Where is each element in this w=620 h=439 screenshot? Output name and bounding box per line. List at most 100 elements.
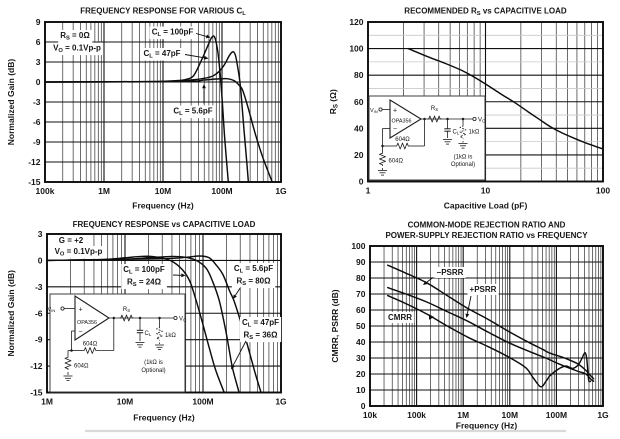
annotation-bg [121, 264, 167, 290]
annotation: CL​ = 5.6pF [171, 105, 215, 119]
annotation-arrow [234, 287, 241, 296]
inset-label-plus: + [78, 307, 82, 314]
annotation: G = +2 [56, 235, 86, 246]
y-tick-label: -3 [35, 282, 43, 292]
annotation-arrowhead [205, 34, 211, 39]
annotation-text: RS​ = 80Ω [236, 277, 271, 288]
annotation-text: CL​ = 5.6pF [234, 264, 273, 275]
inset-box [368, 95, 486, 181]
plot-frame [367, 21, 604, 183]
annotation-bg [386, 312, 415, 323]
inset-label-rl: 1kΩ [165, 333, 176, 339]
annotation-bg [467, 284, 499, 295]
x-tick-label: 100M [192, 397, 213, 407]
inset-label-rl: 1kΩ [469, 130, 480, 136]
y-tick-label: 30 [356, 353, 366, 363]
y-tick-label: 0 [361, 401, 366, 411]
series [407, 47, 604, 150]
inset-label-cl: CL​ [145, 331, 152, 337]
series [44, 35, 273, 183]
y-tick-label: 100 [351, 241, 365, 251]
chart-title: POWER-SUPPLY REJECTION RATIO vs FREQUENC… [385, 231, 588, 240]
curve--psrr [386, 264, 595, 380]
chart-title: RECOMMENDED RS​ vs CAPACITIVE LOAD [404, 7, 567, 18]
opamp-triangle [74, 294, 111, 342]
axis-labels: 1 10 100 120 100 80 60 40 20 0 Capacitive Load (pF… [328, 7, 610, 211]
y-tick-label: 40 [354, 123, 364, 133]
cmrr-pointer-marker [429, 314, 434, 320]
y-axis-title: Normalized Gain (dB) [6, 59, 16, 146]
x-tick-label: 100 [596, 186, 610, 196]
curve-cl-5-6pf-rs-80- [46, 255, 262, 394]
x-tick-label: 10 [481, 186, 491, 196]
inset-label-plus: + [393, 108, 397, 115]
inset-label-rg: 604Ω [389, 159, 404, 165]
curve-cmrr [386, 294, 592, 388]
inset-label-rf: 604Ω [83, 342, 98, 348]
x-tick-label: 1M [457, 410, 469, 420]
resistor-icon [64, 356, 72, 370]
axis-labels: 1M 10M 100M 1G 3 0 -3 -6 -9 -12 -15 Frequency (Hz) N… [6, 220, 287, 423]
annotation-bg [434, 267, 466, 278]
resistor-icon [395, 142, 410, 150]
annotation-text: CL​ = 100pF [152, 28, 194, 39]
chart-cmrr-psrr-vs-frequency: 10k 100k 1M 10M 100M 1G1009080706050403020100… [330, 221, 609, 431]
curve-cl-47pf [44, 51, 250, 183]
annotation-text: CL​ = 47pF [242, 318, 279, 329]
inset-label-rs: RS​ [123, 307, 130, 313]
chart-title: FREQUENCY RESPONSE FOR VARIOUS CL​ [80, 7, 246, 18]
y-tick-label: 80 [356, 273, 366, 283]
y-tick-label: -9 [33, 137, 41, 147]
x-tick-label: 100M [546, 410, 567, 420]
annotation-text: RS​ = 24Ω [127, 278, 162, 289]
x-tick-label: 1G [275, 186, 287, 196]
y-tick-label: -6 [35, 308, 43, 318]
annotation-bg [149, 26, 196, 40]
chart-title: COMMON-MODE REJECTION RATIO AND [408, 221, 566, 230]
annotation-bg [56, 235, 86, 246]
y-tick-label: 3 [36, 57, 41, 67]
curve-+psrr [386, 286, 595, 382]
y-tick-label: 60 [356, 305, 366, 315]
opamp-triangle [389, 99, 423, 139]
y-tick-label: -12 [30, 361, 43, 371]
axis-labels: 100k 1M 10M 100M 1G 9 6 3 0 -3 -6 -9 -12 -15 Frequency… [6, 7, 287, 211]
annotation-arrow [195, 33, 207, 37]
y-tick-label: 90 [356, 257, 366, 267]
annotation-text: RS​ = 36Ω [243, 331, 278, 342]
inset-label-vo: VO​ [478, 118, 486, 124]
y-tick-label: -15 [28, 177, 41, 187]
annotation-arrowhead [423, 280, 428, 285]
annotation-arrow [426, 277, 434, 283]
x-tick-label: 1 [366, 186, 371, 196]
annotation: RS​ = 0Ω [58, 30, 93, 43]
series [386, 264, 595, 388]
y-tick-label: 6 [36, 37, 41, 47]
chart-freq-response-vs-cload: 1M 10M 100M 1G 3 0 -3 -6 -9 -12 -15 Frequency (Hz) N… [6, 220, 287, 423]
annotation-bg [171, 105, 215, 119]
x-tick-label: 100M [211, 186, 232, 196]
inset-label-minus: − [78, 329, 82, 336]
chart-recommended-rs-vs-cload: 1 10 100 120 100 80 60 40 20 0 Capacitive Load (pF… [328, 7, 610, 211]
inset-label-vo: VO​ [179, 317, 187, 323]
annotation-text: RS​ = 0Ω [60, 31, 90, 42]
annotation-arrowhead [204, 55, 209, 60]
y-tick-label: -15 [30, 388, 43, 398]
x-tick-label: 10M [155, 186, 172, 196]
y-tick-label: 50 [356, 321, 366, 331]
annotation: CL​ = 47pF RS​ = 36Ω [239, 317, 282, 343]
axis-labels: 10k 100k 1M 10M 100M 1G1009080706050403020100… [330, 221, 609, 431]
annotation: VO​ = 0.1Vp-p [51, 42, 104, 56]
annotation: CL​ = 100pF RS​ = 24Ω [121, 264, 167, 290]
x-tick-label: 10M [502, 410, 519, 420]
terminal [378, 107, 383, 112]
inset-label-minus: − [393, 126, 397, 133]
y-axis-title: Normalized Gain (dB) [6, 270, 16, 357]
x-tick-label: 1G [275, 397, 287, 407]
inset-label-rs: RS​ [431, 106, 438, 112]
annotation-text: VO​ = 0.1Vp-p [53, 44, 101, 55]
inset-label-rg: 604Ω [74, 364, 89, 370]
